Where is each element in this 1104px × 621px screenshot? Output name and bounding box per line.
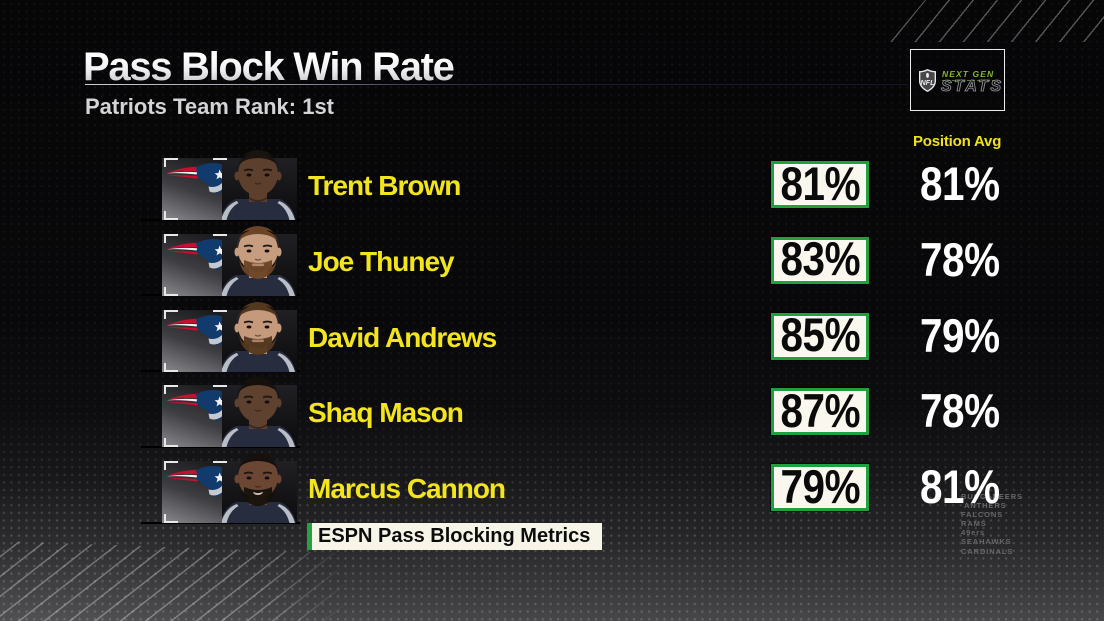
- svg-text:NFL: NFL: [920, 78, 934, 87]
